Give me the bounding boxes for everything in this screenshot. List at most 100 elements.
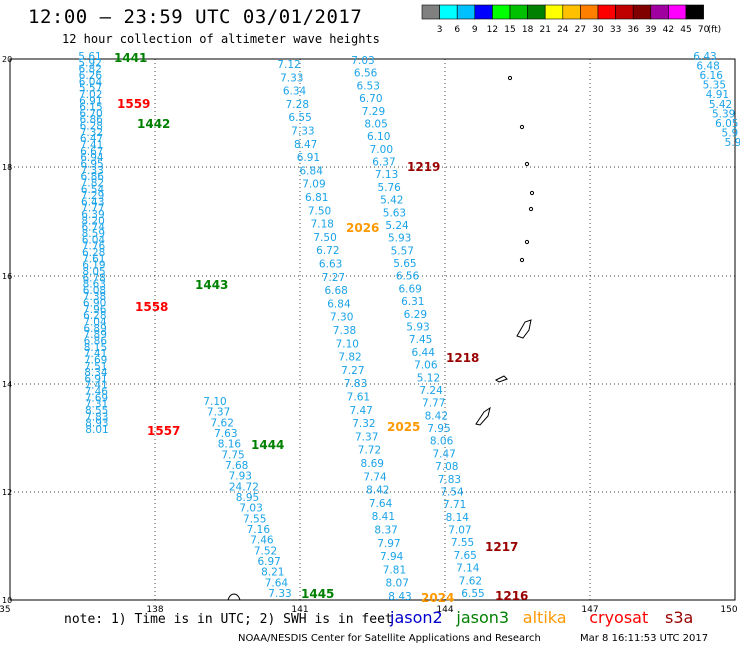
- wave-height-value: 8.47: [294, 139, 317, 151]
- track-id-label: 1445: [301, 587, 334, 601]
- wave-height-value: 5.93: [406, 322, 429, 334]
- wave-height-value: 7.82: [338, 352, 361, 364]
- colorbar-label: 45: [680, 25, 691, 35]
- wave-height-value: 8.55: [85, 405, 108, 417]
- colorbar-unit: (ft): [708, 25, 722, 35]
- track-id-label: 1444: [251, 438, 284, 452]
- wave-height-value: 6.28: [80, 121, 103, 133]
- wave-height-value: 6.05: [715, 118, 738, 130]
- wave-height-value: 6.70: [359, 93, 382, 105]
- wave-height-value: 6.84: [327, 298, 351, 310]
- wave-height-value: 6.95: [80, 158, 103, 170]
- track-id-label: 2025: [387, 420, 420, 434]
- wave-height-value: 8.07: [386, 578, 409, 590]
- wave-height-value: 6.90: [83, 298, 106, 310]
- wave-height-value: 6.39: [81, 209, 104, 221]
- island-outline: [524, 239, 530, 245]
- wave-height-value: 6.43: [81, 196, 104, 208]
- wave-height-value: 7.41: [84, 380, 107, 392]
- wave-height-value: 6.54: [81, 184, 105, 196]
- wave-height-value: 7.62: [459, 575, 482, 587]
- wave-height-value: 6.94: [80, 152, 104, 164]
- wave-height-value: 7.74: [363, 471, 387, 483]
- wave-height-value: 7.27: [322, 272, 345, 284]
- wave-height-value: 6.89: [83, 323, 106, 335]
- wave-height-value: 6.63: [319, 259, 342, 271]
- wave-height-value: 7.72: [358, 445, 381, 457]
- wave-height-value: 7.14: [456, 563, 480, 575]
- wave-height-value: 6.53: [357, 80, 380, 92]
- wave-height-value: 8.16: [218, 439, 242, 451]
- wave-height-value: 6.82: [79, 64, 102, 76]
- y-tick-label: 20: [2, 55, 12, 64]
- wave-height-value: 6.48: [696, 61, 719, 73]
- wave-height-value: 7.89: [84, 329, 107, 341]
- track-id-label: 1218: [446, 351, 479, 365]
- wave-height-value: 6.43: [693, 51, 716, 63]
- wave-height-value: 7.32: [80, 127, 103, 139]
- wave-height-value: 7.77: [81, 203, 104, 215]
- wave-height-value: 7.83: [85, 411, 108, 423]
- wave-height-value: 7.16: [247, 524, 271, 536]
- wave-height-value: 7.03: [351, 55, 374, 67]
- wave-height-value: 7.71: [443, 499, 466, 511]
- wave-height-value: 7.93: [229, 471, 252, 483]
- wave-height-value: 7.47: [432, 448, 455, 460]
- track-id-label: 1217: [485, 540, 518, 554]
- map-subtitle: 12 hour collection of altimeter wave hei…: [62, 32, 380, 46]
- wave-height-value: 7.28: [286, 99, 309, 111]
- wave-height-value: 6.72: [316, 245, 339, 257]
- wave-height-value: 7.77: [422, 398, 445, 410]
- footnote: note: 1) Time is in UTC; 2) SWH is in fe…: [64, 612, 393, 627]
- wave-height-value: 7.10: [336, 338, 359, 350]
- wave-height-value: 7.29: [81, 190, 104, 202]
- wave-height-value: 6.29: [404, 309, 427, 321]
- wave-height-value: 8.69: [361, 458, 384, 470]
- wave-height-value: 7.50: [308, 205, 331, 217]
- wave-height-value: 7.63: [214, 428, 237, 440]
- wave-height-value: 5.57: [391, 245, 414, 257]
- wave-height-value: 6.04: [79, 76, 103, 88]
- wave-height-value: 8.21: [261, 567, 284, 579]
- colorbar-label: 42: [663, 25, 674, 35]
- wave-height-value: 5.57: [79, 83, 102, 95]
- wave-height-value: 8.95: [236, 492, 259, 504]
- wave-height-value: 8.93: [85, 418, 108, 430]
- credit-line: NOAA/NESDIS Center for Satellite Applica…: [238, 633, 541, 644]
- wave-height-value: 7.33: [80, 165, 103, 177]
- wave-height-value: 7.02: [79, 89, 102, 101]
- wave-height-value: 7.13: [375, 169, 398, 181]
- wave-height-value: 7.95: [427, 423, 450, 435]
- wave-height-value: 6.28: [82, 247, 105, 259]
- x-tick-label: 138: [146, 605, 163, 615]
- wave-height-value: 8.42: [425, 410, 448, 422]
- wave-height-value: 5.76: [377, 182, 401, 194]
- wave-height-value: 5.61: [78, 51, 101, 63]
- island-outline: [529, 190, 535, 196]
- x-tick-label: 135: [0, 605, 11, 615]
- wave-height-value: 8.59: [82, 228, 105, 240]
- wave-height-value: 8.37: [374, 525, 397, 537]
- wave-height-value: 6.47: [80, 133, 103, 145]
- wave-height-value: 6.69: [398, 283, 421, 295]
- y-tick-label: 12: [2, 488, 12, 497]
- wave-height-value: 7.75: [221, 449, 244, 461]
- y-tick-label: 10: [2, 596, 12, 605]
- colorbar-label: 15: [504, 25, 515, 35]
- colorbar-label: 6: [454, 25, 460, 35]
- wave-height-value: 6.86: [79, 114, 103, 126]
- colorbar-label: 36: [627, 25, 639, 35]
- island-outline: [516, 319, 532, 339]
- wave-height-value: 6.68: [324, 285, 347, 297]
- wave-height-value: 7.24: [419, 385, 443, 397]
- track-id-label: 1558: [135, 300, 168, 314]
- colorbar-label: 30: [592, 25, 604, 35]
- wave-height-value: 6.10: [367, 131, 390, 143]
- wave-height-value: 5.39: [712, 108, 735, 120]
- wave-height-value: 5.9: [722, 127, 739, 139]
- x-tick-label: 150: [720, 605, 737, 615]
- wave-height-value: 7.64: [265, 577, 289, 589]
- x-tick-label: 147: [581, 605, 598, 615]
- wave-height-value: 6.56: [354, 68, 378, 80]
